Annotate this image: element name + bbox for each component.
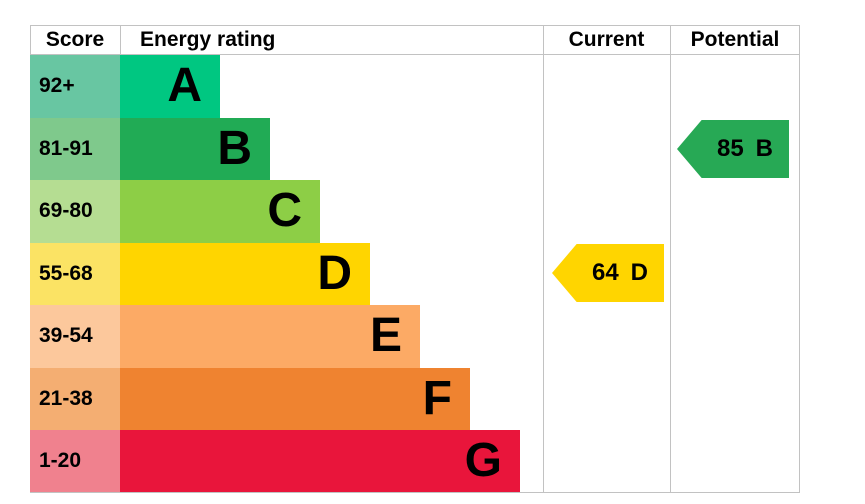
rating-bar-c: C	[120, 180, 320, 243]
score-range-f: 21-38	[30, 367, 120, 430]
energy-rating-column-header: Energy rating	[140, 27, 276, 51]
rating-bar-g: G	[120, 430, 520, 493]
rating-letter-e: E	[369, 309, 402, 363]
rating-bar-b: B	[120, 117, 270, 180]
score-range-g: 1-20	[30, 430, 120, 493]
current-arrow: 64 D	[552, 244, 664, 302]
rating-letter-a: A	[167, 59, 202, 113]
potential-score: 85	[716, 135, 744, 162]
score-range-c: 69-80	[30, 180, 120, 243]
rating-letter-g: G	[464, 434, 502, 488]
potential-rating-letter: B	[755, 135, 774, 162]
potential-column-divider	[670, 25, 671, 492]
table-bottom-border	[30, 492, 800, 493]
rating-bar-e: E	[120, 305, 420, 368]
band-row-a: 92+ A	[30, 55, 800, 118]
header-bottom-border	[30, 54, 800, 55]
rating-bar-d: D	[120, 242, 370, 305]
score-range-b: 81-91	[30, 117, 120, 180]
header-left-border	[30, 25, 31, 54]
current-score: 64	[591, 259, 619, 286]
band-row-g: 1-20 G	[30, 430, 800, 493]
rating-bar-a: A	[120, 55, 220, 118]
rating-bar-f: F	[120, 367, 470, 430]
table-right-border	[799, 25, 800, 492]
rating-letter-f: F	[422, 371, 452, 425]
band-row-c: 69-80 C	[30, 180, 800, 243]
current-rating-letter: D	[630, 259, 649, 286]
band-row-f: 21-38 F	[30, 367, 800, 430]
current-column-divider	[543, 25, 544, 492]
current-column-header: Current	[568, 27, 645, 51]
epc-table: Score Energy rating Current Potential 92…	[30, 25, 800, 493]
header-score-divider	[120, 25, 121, 54]
rating-letter-d: D	[317, 246, 352, 300]
score-range-d: 55-68	[30, 242, 120, 305]
rating-letter-b: B	[217, 121, 252, 175]
score-column-header: Score	[45, 27, 105, 51]
band-row-e: 39-54 E	[30, 305, 800, 368]
potential-column-header: Potential	[690, 27, 780, 51]
table-top-border	[30, 25, 800, 26]
score-range-e: 39-54	[30, 305, 120, 368]
rating-letter-c: C	[267, 184, 302, 238]
band-row-d: 55-68 D	[30, 242, 800, 305]
band-row-b: 81-91 B	[30, 117, 800, 180]
potential-arrow: 85 B	[677, 120, 789, 178]
score-range-a: 92+	[30, 55, 120, 118]
